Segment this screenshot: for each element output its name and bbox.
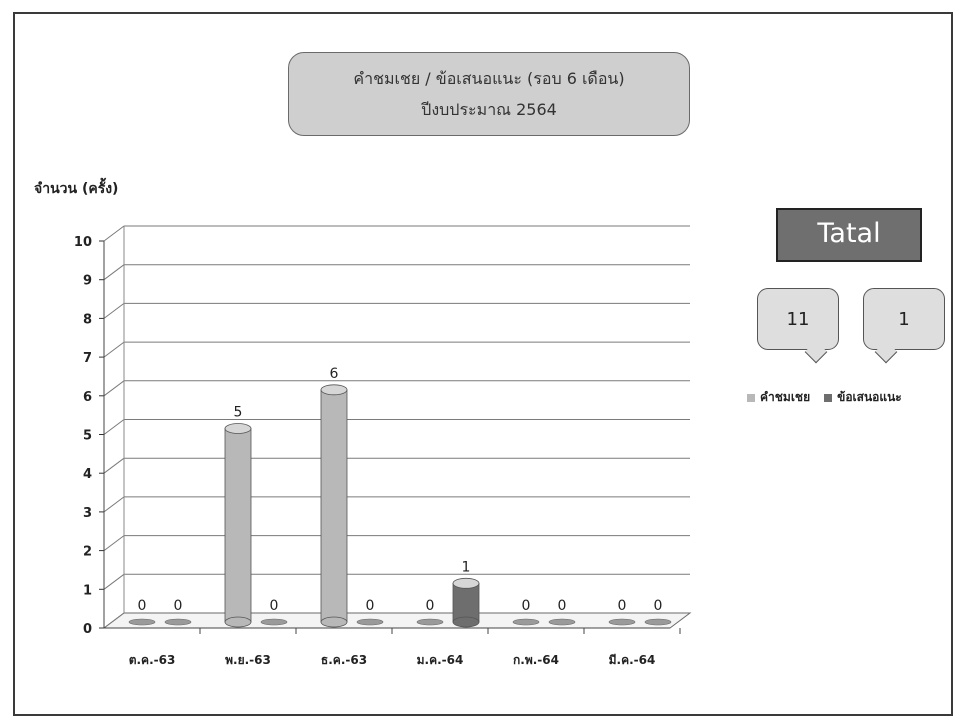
- gridline-side: [103, 380, 125, 397]
- chart-title: คำชมเชย / ข้อเสนอแนะ (รอบ 6 เดือน): [353, 69, 625, 88]
- bar-zero: [128, 618, 156, 626]
- legend: คำชมเชย ข้อเสนอแนะ: [747, 388, 902, 407]
- y-tick-label: 5: [83, 429, 92, 444]
- bar-top: [452, 577, 480, 589]
- x-tick-label: พ.ย.-63: [225, 653, 271, 667]
- data-label: 6: [330, 366, 339, 382]
- bar-zero: [356, 618, 384, 626]
- gridline-side: [103, 457, 125, 474]
- gridline-side: [103, 573, 125, 590]
- data-label: 0: [618, 598, 627, 614]
- total-label-box: Tatal: [776, 208, 922, 262]
- legend-label-compliments: คำชมเชย: [760, 390, 811, 404]
- gridline-side: [103, 419, 125, 435]
- bar-top: [224, 423, 252, 434]
- gridline-side: [103, 496, 125, 513]
- x-tick-label: ต.ค.-63: [129, 653, 176, 667]
- y-tick-label: 9: [83, 274, 92, 289]
- total-callout-compliments: 11: [757, 288, 839, 364]
- y-tick-label: 2: [83, 545, 92, 560]
- data-label: 0: [174, 598, 183, 614]
- legend-swatch-compliments: [747, 393, 755, 402]
- bar: [452, 582, 480, 623]
- bar-base: [224, 616, 252, 628]
- data-label: 1: [462, 559, 471, 575]
- bar-base: [320, 616, 348, 628]
- bar-zero: [512, 618, 540, 626]
- y-tick-label: 0: [83, 622, 92, 637]
- bar-zero: [548, 618, 576, 626]
- gridline-side: [103, 535, 125, 551]
- x-tick-label: ธ.ค.-63: [321, 653, 367, 667]
- y-tick-label: 7: [83, 351, 92, 366]
- legend-item-compliments: คำชมเชย: [747, 388, 810, 407]
- data-label: 0: [654, 598, 663, 614]
- bar-zero: [608, 618, 636, 626]
- y-tick-label: 3: [83, 506, 92, 521]
- data-label: 5: [234, 405, 243, 421]
- total-callout-suggestions: 1: [863, 288, 945, 364]
- data-label: 0: [270, 598, 279, 614]
- gridline-side: [103, 341, 125, 358]
- bar-zero: [260, 618, 288, 626]
- bar-top: [320, 384, 348, 396]
- bar-zero: [164, 618, 192, 626]
- y-axis-label: จำนวน (ครั้ง): [34, 181, 119, 197]
- gridline-side: [103, 612, 125, 629]
- total-value-suggestions: 1: [898, 309, 910, 330]
- data-label: 0: [138, 598, 147, 614]
- chart-subtitle: ปีงบประมาณ 2564: [421, 100, 557, 119]
- y-tick-label: 8: [83, 312, 92, 327]
- chart-title-box: คำชมเชย / ข้อเสนอแนะ (รอบ 6 เดือน) ปีงบป…: [288, 52, 690, 136]
- legend-item-suggestions: ข้อเสนอแนะ: [824, 388, 902, 407]
- bar-zero: [644, 618, 672, 626]
- legend-swatch-suggestions: [824, 393, 833, 402]
- data-label: 0: [366, 598, 375, 614]
- gridline-side: [103, 225, 125, 242]
- gridline-side: [103, 264, 125, 281]
- bar-base: [452, 616, 480, 628]
- y-tick-label: 4: [83, 467, 92, 482]
- bar: [320, 389, 348, 623]
- bar: [224, 428, 252, 623]
- x-tick-label: ม.ค.-64: [417, 653, 464, 667]
- chart-floor: [102, 612, 692, 629]
- data-label: 0: [558, 598, 567, 614]
- legend-label-suggestions: ข้อเสนอแนะ: [837, 390, 902, 404]
- x-tick-label: มี.ค.-64: [609, 653, 656, 667]
- total-value-compliments: 11: [786, 309, 810, 330]
- y-tick-label: 10: [74, 235, 92, 250]
- y-tick-label: 6: [83, 390, 92, 405]
- x-tick-label: ก.พ.-64: [513, 653, 559, 667]
- y-tick-label: 1: [83, 583, 92, 598]
- data-label: 0: [522, 598, 531, 614]
- data-label: 0: [426, 598, 435, 614]
- bar-zero: [416, 618, 444, 626]
- gridline-side: [103, 302, 125, 319]
